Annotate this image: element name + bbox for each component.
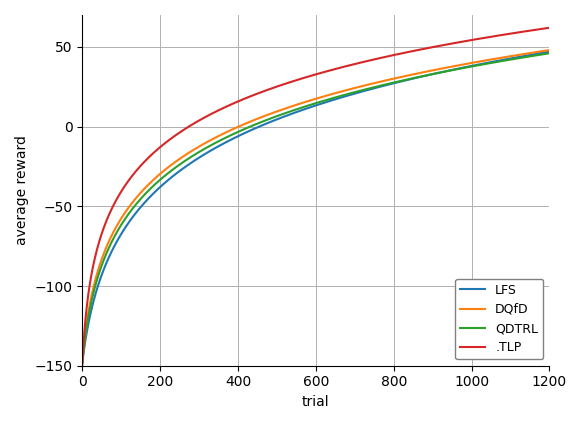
.TLP xyxy=(312,72,319,77)
.TLP xyxy=(393,52,400,57)
LFS xyxy=(202,151,209,156)
DQfD xyxy=(93,273,100,279)
Legend: LFS, DQfD, QDTRL, .TLP: LFS, DQfD, QDTRL, .TLP xyxy=(455,279,543,360)
QDTRL xyxy=(79,360,86,365)
DQfD xyxy=(546,47,553,53)
LFS xyxy=(93,288,100,293)
LFS xyxy=(546,49,553,54)
.TLP xyxy=(214,109,221,114)
DQfD xyxy=(204,139,211,144)
QDTRL xyxy=(312,101,319,106)
QDTRL xyxy=(546,51,553,56)
QDTRL xyxy=(214,139,221,145)
QDTRL xyxy=(204,145,211,150)
Y-axis label: average reward: average reward xyxy=(15,135,29,245)
DQfD xyxy=(79,360,86,365)
Line: .TLP: .TLP xyxy=(82,28,549,366)
LFS xyxy=(312,103,319,108)
LFS xyxy=(393,80,400,85)
.TLP xyxy=(79,363,86,368)
QDTRL xyxy=(393,79,400,84)
DQfD xyxy=(312,96,319,101)
.TLP xyxy=(546,25,553,30)
.TLP xyxy=(204,113,211,118)
QDTRL xyxy=(202,146,209,151)
.TLP xyxy=(202,114,209,120)
DQfD xyxy=(214,134,221,139)
Line: LFS: LFS xyxy=(82,52,549,363)
Line: DQfD: DQfD xyxy=(82,50,549,363)
LFS xyxy=(79,360,86,365)
DQfD xyxy=(393,75,400,81)
QDTRL xyxy=(93,279,100,285)
DQfD xyxy=(202,140,209,145)
LFS xyxy=(204,150,211,155)
Line: QDTRL: QDTRL xyxy=(82,53,549,363)
X-axis label: trial: trial xyxy=(302,395,329,409)
.TLP xyxy=(93,249,100,254)
LFS xyxy=(214,145,221,150)
